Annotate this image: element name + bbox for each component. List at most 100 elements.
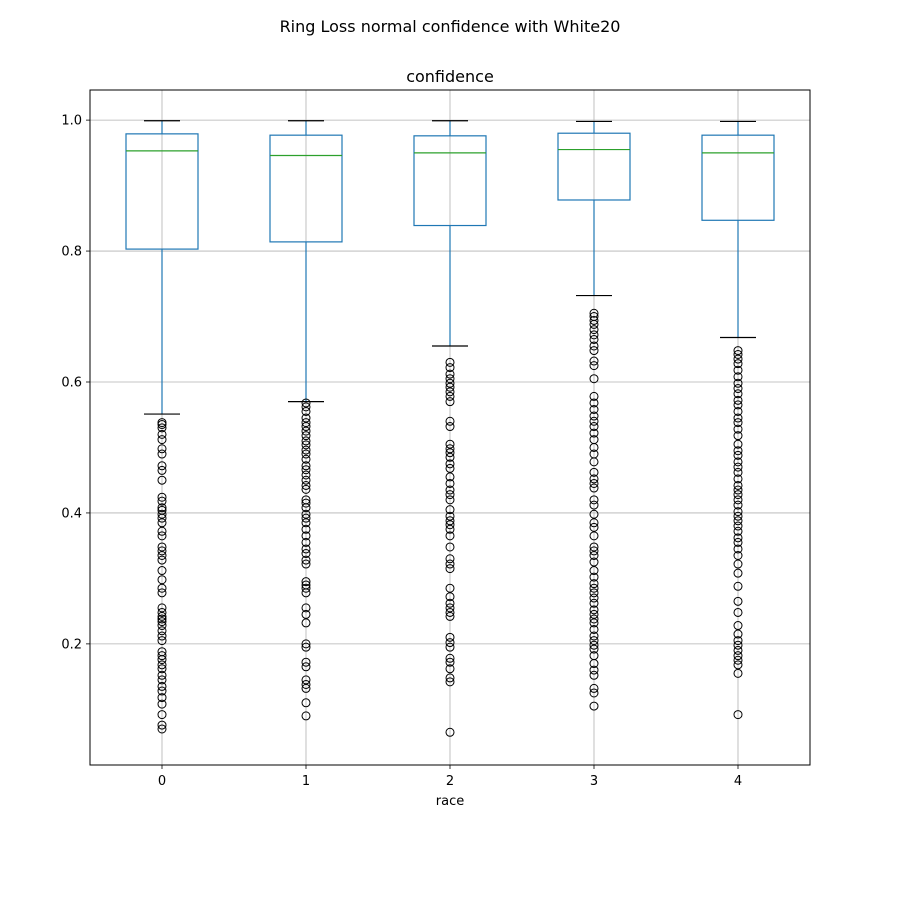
outlier-point xyxy=(445,369,455,379)
y-tick-label: 0.4 xyxy=(61,506,82,521)
outlier-point xyxy=(301,418,311,428)
outlier-point xyxy=(733,413,743,423)
outlier-point xyxy=(589,644,599,654)
outlier-point xyxy=(157,575,167,585)
outlier-point xyxy=(157,461,167,471)
outlier-point xyxy=(733,418,743,428)
outlier-point xyxy=(157,617,167,627)
outlier-point xyxy=(589,579,599,589)
outlier-point xyxy=(589,428,599,438)
outlier-point xyxy=(157,626,167,636)
outlier-point xyxy=(445,657,455,667)
outlier-point xyxy=(589,518,599,528)
outlier-point xyxy=(301,603,311,613)
outlier-point xyxy=(445,397,455,407)
outlier-point xyxy=(589,683,599,693)
outlier-point xyxy=(157,449,167,459)
outlier-point xyxy=(301,465,311,475)
outlier-point xyxy=(301,555,311,565)
outlier-point xyxy=(733,400,743,410)
outlier-point xyxy=(157,475,167,485)
outlier-point xyxy=(589,566,599,576)
outlier-point xyxy=(733,640,743,650)
outlier-point xyxy=(733,490,743,500)
outlier-point xyxy=(157,566,167,576)
outlier-point xyxy=(301,484,311,494)
x-tick-label: 1 xyxy=(302,774,310,789)
outlier-point xyxy=(445,653,455,663)
outlier-point xyxy=(589,416,599,426)
outlier-point xyxy=(301,679,311,689)
outlier-point xyxy=(589,636,599,646)
box-group-3 xyxy=(557,120,631,711)
outlier-point xyxy=(157,503,167,513)
outlier-point xyxy=(157,660,167,670)
outlier-point xyxy=(589,688,599,698)
outlier-point xyxy=(733,710,743,720)
outlier-point xyxy=(301,431,311,441)
outlier-point xyxy=(733,446,743,456)
outlier-point xyxy=(301,662,311,672)
outlier-point xyxy=(589,457,599,467)
box-group-1 xyxy=(269,120,343,721)
outlier-point xyxy=(589,361,599,371)
y-tick-label: 1.0 xyxy=(61,114,82,129)
outlier-point xyxy=(157,614,167,624)
outlier-point xyxy=(301,398,311,408)
outlier-point xyxy=(733,655,743,665)
outlier-point xyxy=(589,422,599,432)
outlier-point xyxy=(733,350,743,360)
outlier-point xyxy=(301,413,311,423)
outlier-point xyxy=(445,583,455,593)
iqr-box xyxy=(125,133,199,250)
outlier-point xyxy=(589,330,599,340)
outlier-point xyxy=(589,631,599,641)
y-tick-label: 0.8 xyxy=(61,245,82,260)
outlier-point xyxy=(733,395,743,405)
outlier-point xyxy=(733,378,743,388)
outlier-point xyxy=(301,588,311,598)
iqr-box xyxy=(557,132,631,201)
iqr-box xyxy=(701,134,775,221)
outlier-point xyxy=(589,572,599,582)
outlier-point xyxy=(301,544,311,554)
x-tick-label: 4 xyxy=(734,774,742,789)
outlier-point xyxy=(301,422,311,432)
outlier-point xyxy=(157,509,167,519)
outlier-point xyxy=(733,645,743,655)
outlier-point xyxy=(733,372,743,382)
outlier-point xyxy=(445,505,455,515)
x-tick-label: 3 xyxy=(590,774,598,789)
outlier-point xyxy=(157,724,167,734)
outlier-point xyxy=(445,391,455,401)
outlier-point xyxy=(589,598,599,608)
outlier-point xyxy=(301,436,311,446)
outlier-point xyxy=(301,711,311,721)
outlier-point xyxy=(589,659,599,669)
outlier-point xyxy=(445,511,455,521)
outlier-point xyxy=(445,444,455,454)
outlier-point xyxy=(445,478,455,488)
outlier-point xyxy=(589,483,599,493)
outlier-point xyxy=(733,568,743,578)
outlier-point xyxy=(445,727,455,737)
outlier-point xyxy=(301,642,311,652)
outlier-point xyxy=(157,720,167,730)
outlier-point xyxy=(301,406,311,416)
outlier-point xyxy=(157,693,167,703)
outlier-point xyxy=(589,701,599,711)
outlier-point xyxy=(589,583,599,593)
outlier-point xyxy=(589,398,599,408)
outlier-point xyxy=(445,452,455,462)
outlier-point xyxy=(733,354,743,364)
outlier-point xyxy=(157,611,167,621)
outlier-point xyxy=(589,618,599,628)
outlier-point xyxy=(733,480,743,490)
outlier-point xyxy=(445,611,455,621)
outlier-point xyxy=(301,454,311,464)
outlier-point xyxy=(733,537,743,547)
outlier-point xyxy=(301,583,311,593)
outlier-point xyxy=(301,470,311,480)
outlier-point xyxy=(301,537,311,547)
